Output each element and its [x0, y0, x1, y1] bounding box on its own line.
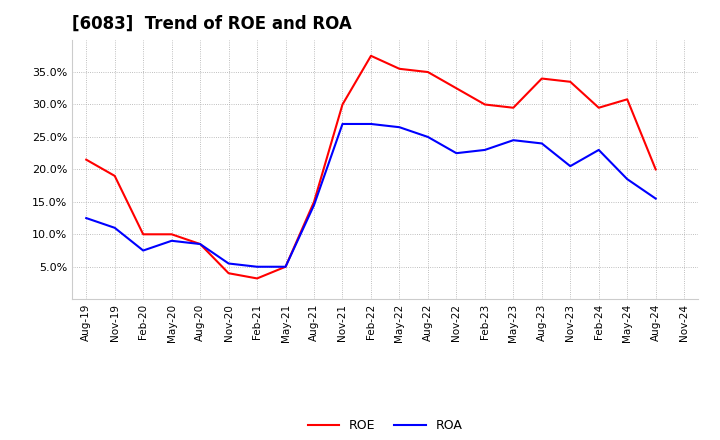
- ROE: [225, 271, 233, 276]
- ROA: [566, 164, 575, 169]
- ROA: [595, 147, 603, 153]
- ROE: [423, 70, 432, 75]
- Legend: ROE, ROA: ROE, ROA: [303, 414, 467, 437]
- ROA: [537, 141, 546, 146]
- ROA: [509, 138, 518, 143]
- ROE: [537, 76, 546, 81]
- ROA: [225, 261, 233, 266]
- ROE: [253, 276, 261, 281]
- Text: [6083]  Trend of ROE and ROA: [6083] Trend of ROE and ROA: [72, 15, 352, 33]
- ROE: [282, 264, 290, 269]
- ROE: [82, 157, 91, 162]
- ROE: [395, 66, 404, 71]
- ROE: [566, 79, 575, 84]
- ROE: [452, 86, 461, 91]
- ROA: [282, 264, 290, 269]
- ROA: [139, 248, 148, 253]
- ROA: [110, 225, 119, 231]
- Line: ROE: ROE: [86, 56, 656, 279]
- ROA: [623, 176, 631, 182]
- ROE: [509, 105, 518, 110]
- ROA: [395, 125, 404, 130]
- ROA: [253, 264, 261, 269]
- ROA: [652, 196, 660, 201]
- ROE: [623, 97, 631, 102]
- ROE: [139, 231, 148, 237]
- ROE: [167, 231, 176, 237]
- ROA: [310, 202, 318, 208]
- ROA: [167, 238, 176, 243]
- ROE: [196, 242, 204, 247]
- ROE: [595, 105, 603, 110]
- ROA: [366, 121, 375, 127]
- ROE: [480, 102, 489, 107]
- ROA: [196, 242, 204, 247]
- ROE: [110, 173, 119, 179]
- ROA: [82, 216, 91, 221]
- ROA: [338, 121, 347, 127]
- ROE: [652, 167, 660, 172]
- ROA: [423, 134, 432, 139]
- ROA: [452, 150, 461, 156]
- ROE: [310, 199, 318, 205]
- ROA: [480, 147, 489, 153]
- ROE: [366, 53, 375, 59]
- Line: ROA: ROA: [86, 124, 656, 267]
- ROE: [338, 102, 347, 107]
